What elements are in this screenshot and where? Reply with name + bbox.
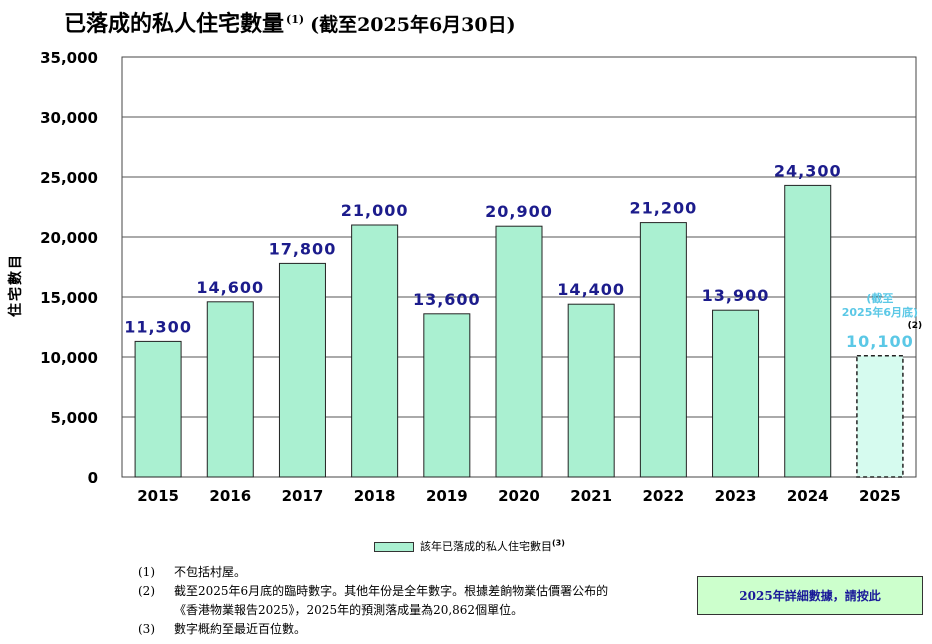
- data-label: 21,000: [341, 201, 409, 220]
- bar-chart: 0 5,000 10,000 15,000 20,000 25,000 30,000 35,0…: [7, 49, 923, 505]
- bar-2020: [495, 225, 543, 478]
- footnote-number: (3): [138, 622, 155, 636]
- bar-2023: [712, 309, 760, 478]
- x-tick-label: 2017: [282, 487, 324, 505]
- footnote-2-line-2: 《香港物業報告2025》，2025年的預測落成量為20,862個單位。: [138, 601, 608, 620]
- footnotes: (1) 不包括村屋。 (2) 截至2025年6月底的臨時數字。其他年份是全年數字。根據…: [138, 563, 608, 639]
- data-label: 13,900: [702, 286, 770, 305]
- provisional-annotation-line-2: 2025年6月底): [842, 305, 918, 319]
- y-tick-label: 5,000: [51, 409, 98, 427]
- title-subtitle: (截至2025年6月30日): [310, 14, 516, 36]
- y-tick-label: 25,000: [40, 169, 98, 187]
- bar-2015: [134, 340, 182, 478]
- title-main: 已落成的私人住宅數量: [64, 11, 285, 37]
- bar-2016: [206, 301, 254, 478]
- page-title: 已落成的私人住宅數量 (1) (截至2025年6月30日): [64, 6, 516, 38]
- bar-2024: [784, 184, 832, 478]
- y-tick-label: 15,000: [40, 289, 98, 307]
- legend-label: 該年已落成的私人住宅數目: [420, 540, 552, 553]
- data-label: 10,100: [846, 332, 914, 351]
- provisional-note-ref: (2): [908, 321, 923, 331]
- y-tick-label: 35,000: [40, 49, 98, 67]
- data-label: 24,300: [774, 161, 842, 180]
- data-label: 14,400: [557, 280, 625, 299]
- y-tick-label: 30,000: [40, 109, 98, 127]
- y-tick-label: 20,000: [40, 229, 98, 247]
- bar-2019: [423, 313, 471, 478]
- data-label: 21,200: [629, 199, 697, 218]
- footnote-number: (2): [138, 584, 155, 598]
- x-tick-label: 2021: [570, 487, 612, 505]
- x-tick-label: 2019: [426, 487, 468, 505]
- bar-2021: [567, 303, 615, 478]
- data-label: 20,900: [485, 202, 553, 221]
- x-tick-label: 2025: [859, 487, 901, 505]
- bar-2022: [639, 222, 687, 478]
- bar-provisional-2025: [856, 355, 904, 478]
- footnote-text: 數字概約至最近百位數。: [174, 622, 307, 636]
- y-axis-label: 住宅數目: [7, 253, 24, 317]
- footnote-number: [138, 601, 174, 620]
- provisional-annotation-line-1: (截至: [866, 291, 893, 305]
- y-tick-label: 10,000: [40, 349, 98, 367]
- bar-2018: [351, 224, 399, 478]
- x-tick-label: 2016: [209, 487, 251, 505]
- legend-swatch: [374, 542, 414, 552]
- y-tick-label: 0: [88, 469, 98, 487]
- x-tick-label: 2020: [498, 487, 540, 505]
- data-label: 13,600: [413, 290, 481, 309]
- legend: 該年已落成的私人住宅數目(3): [374, 538, 565, 554]
- x-tick-label: 2018: [354, 487, 396, 505]
- details-2025-button[interactable]: 2025年詳細數據，請按此: [697, 576, 923, 615]
- footnote-1: (1) 不包括村屋。: [138, 563, 608, 582]
- data-label: 17,800: [269, 239, 337, 258]
- footnote-text: 不包括村屋。: [174, 565, 247, 579]
- footnote-text: 《香港物業報告2025》，2025年的預測落成量為20,862個單位。: [174, 603, 524, 617]
- x-tick-label: 2023: [715, 487, 757, 505]
- x-tick-label: 2022: [642, 487, 684, 505]
- footnote-3: (3) 數字概約至最近百位數。: [138, 620, 608, 639]
- data-label: 14,600: [196, 278, 264, 297]
- x-tick-label: 2024: [787, 487, 829, 505]
- bar-2017: [278, 262, 326, 478]
- footnote-2: (2) 截至2025年6月底的臨時數字。其他年份是全年數字。根據差餉物業估價署公布…: [138, 582, 608, 601]
- data-label: 11,300: [124, 317, 192, 336]
- footnote-number: (1): [138, 565, 155, 579]
- title-note-ref: (1): [286, 12, 305, 26]
- footnote-text: 截至2025年6月底的臨時數字。其他年份是全年數字。根據差餉物業估價署公布的: [174, 584, 609, 598]
- legend-note-ref: (3): [552, 538, 565, 548]
- details-2025-button-label: 2025年詳細數據，請按此: [739, 589, 881, 603]
- x-tick-label: 2015: [137, 487, 179, 505]
